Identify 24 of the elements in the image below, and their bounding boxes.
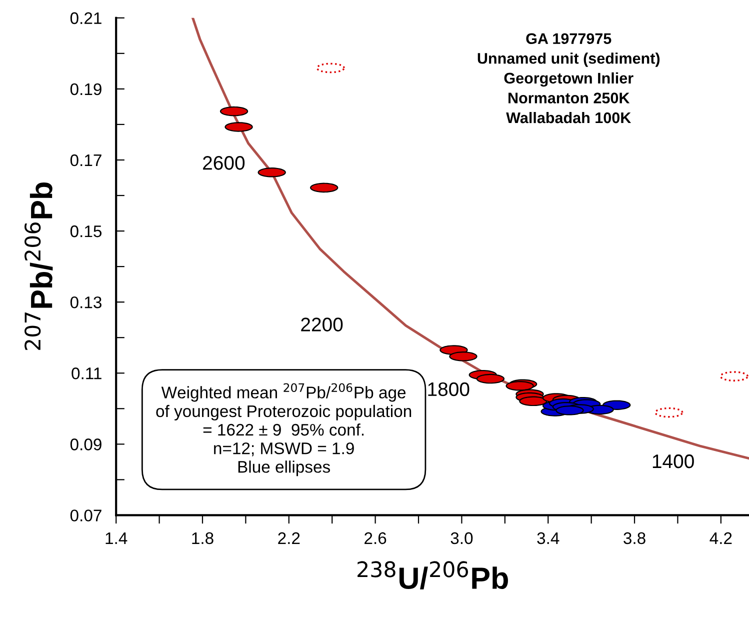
x-tick-label: 1.8 bbox=[192, 532, 214, 544]
y-tick-label: 0.11 bbox=[72, 368, 102, 380]
x-tick-label: 3.8 bbox=[624, 532, 646, 544]
y-tick-label: 0.13 bbox=[70, 296, 102, 308]
y-tick-label: 0.09 bbox=[70, 438, 102, 450]
x-tick-label: 2.2 bbox=[278, 532, 300, 544]
annotation: 1800 bbox=[428, 382, 470, 396]
annotation: 2200 bbox=[301, 318, 343, 332]
x-axis-title: $^{238}$U/$^{206}$Pb bbox=[358, 561, 508, 590]
y-tick-label: 0.19 bbox=[70, 83, 102, 96]
annotation: 2600 bbox=[203, 156, 245, 170]
annotation: 1400 bbox=[652, 454, 694, 468]
x-tick-label: 4.2 bbox=[710, 532, 732, 544]
x-tick-label: 2.6 bbox=[364, 532, 386, 544]
y-axis-title: $^{207}$Pb/$^{206}$Pb bbox=[24, 182, 53, 350]
y-tick-label: 0.07 bbox=[70, 510, 102, 522]
x-tick-label: 3.0 bbox=[450, 532, 473, 544]
y-tick-label: 0.21 bbox=[70, 12, 102, 24]
y-tick-label: 0.17 bbox=[70, 154, 102, 166]
text: Weighted mean $^{207}$Pb/$^{206}$Pb age of youngest Proterozoic population = 1622 ± 9 95% conf. n=12; MSWD = 1.9 Blue ellipses bbox=[156, 383, 412, 476]
y-tick-label: 0.15 bbox=[70, 225, 102, 238]
x-tick-label: 1.4 bbox=[106, 532, 128, 544]
text: GA 1977975 Unnamed unit (sediment) Georgetown Inlier Normanton 250K Wallabadah 100K bbox=[478, 33, 660, 124]
x-tick-label: 3.4 bbox=[537, 532, 560, 544]
